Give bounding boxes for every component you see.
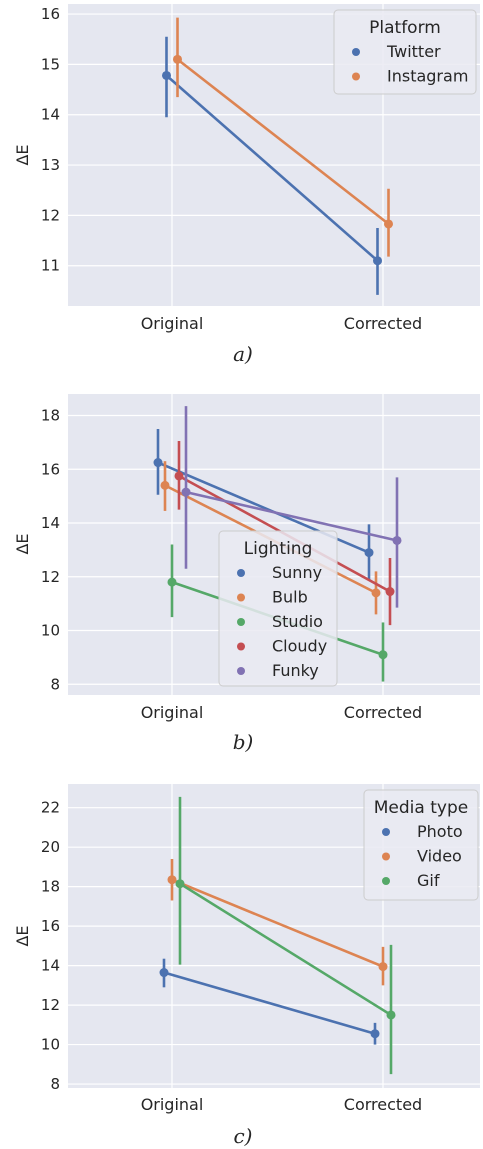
data-point [175,471,184,480]
legend-marker [352,73,360,81]
chart-panel-2: 8 10 12 14 16 18 Original Corrected ΔE b) Lighting… [13,394,480,754]
legend-marker [237,594,245,602]
y-axis-label: ΔE [13,144,32,165]
data-point [379,962,388,971]
legend-label: Video [417,847,462,866]
y-tick-label: 16 [41,460,60,478]
data-point [365,548,374,557]
y-tick-label: 10 [41,1036,60,1054]
legend-marker [352,48,360,56]
data-point [384,219,393,228]
legend-marker [237,618,245,626]
y-tick-label: 16 [41,917,60,935]
legend-marker [237,643,245,651]
data-point [176,879,185,888]
y-axis-label: ΔE [13,533,32,554]
y-tick-label: 14 [41,957,60,975]
y-tick-label: 15 [41,55,60,73]
legend: Lighting Sunny Bulb Studio Cloudy Funky [219,531,337,686]
y-axis-label: ΔE [13,925,32,946]
y-tick-label: 13 [41,156,60,174]
y-tick-label: 12 [41,206,60,224]
x-tick-label: Original [141,314,204,333]
legend-label: Studio [272,612,323,631]
data-point [160,968,169,977]
data-point [182,488,191,497]
legend-label: Instagram [387,67,468,86]
legend-label: Twitter [386,42,441,61]
legend-label: Bulb [272,588,308,607]
panel-caption: a) [233,342,253,366]
y-tick-label: 14 [41,514,60,532]
legend-label: Cloudy [272,637,327,656]
legend-marker [237,569,245,577]
y-tick-label: 18 [41,878,60,896]
legend-title: Lighting [244,539,313,559]
data-point [379,650,388,659]
data-point [373,256,382,265]
y-tick-label: 18 [41,407,60,425]
legend-marker [382,877,390,885]
y-tick-label: 12 [41,996,60,1014]
y-tick-label: 10 [41,622,60,640]
legend-title: Media type [374,798,468,818]
data-point [154,458,163,467]
data-point [372,588,381,597]
data-point [168,875,177,884]
legend-marker [382,853,390,861]
y-tick-label: 14 [41,106,60,124]
data-point [371,1029,380,1038]
legend: Media type Photo Video Gif [364,790,478,900]
y-tick-label: 8 [50,675,60,693]
data-point [173,55,182,64]
data-point [387,1010,396,1019]
data-point [386,587,395,596]
data-point [168,578,177,587]
chart-panel-3: 8 10 12 14 16 18 20 22 Original Corrected ΔE c) Medi… [13,784,480,1148]
x-tick-label: Corrected [344,703,422,722]
chart-panel-1: 11 12 13 14 15 16 Original Corrected ΔE a) Platfor… [13,4,480,366]
data-point [161,481,170,490]
x-tick-label: Corrected [344,1095,422,1114]
panel-caption: c) [233,1124,252,1148]
y-tick-label: 12 [41,568,60,586]
y-tick-label: 22 [41,799,60,817]
data-point [162,71,171,80]
y-tick-label: 8 [50,1075,60,1093]
y-tick-label: 20 [41,838,60,856]
legend-title: Platform [369,18,441,38]
legend-label: Funky [272,661,319,680]
legend-label: Photo [417,822,463,841]
x-tick-label: Original [141,703,204,722]
x-tick-label: Corrected [344,314,422,333]
x-tick-label: Original [141,1095,204,1114]
panel-caption: b) [233,730,254,754]
legend: Platform Twitter Instagram [334,10,476,94]
data-point [393,536,402,545]
y-tick-label: 16 [41,5,60,23]
legend-marker [237,667,245,675]
legend-label: Sunny [272,563,322,582]
legend-label: Gif [417,871,440,890]
legend-marker [382,828,390,836]
y-tick-label: 11 [41,257,60,275]
